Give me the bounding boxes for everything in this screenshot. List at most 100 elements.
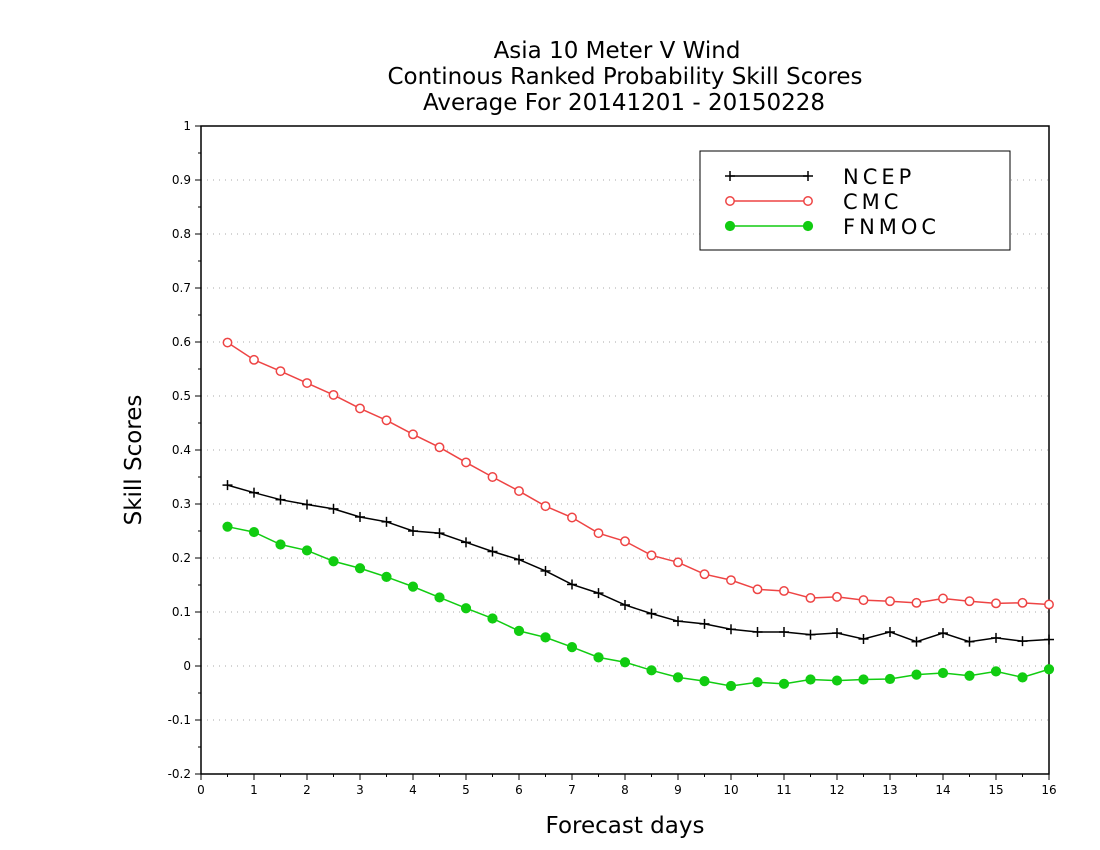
- series-cmc: [222, 337, 1054, 610]
- data-point-cmc-19: [726, 575, 736, 586]
- y-tick-label-11: 0.9: [172, 173, 191, 187]
- x-tick-label-2: 2: [303, 783, 311, 797]
- legend-marker-end-fnmoc: [802, 220, 814, 232]
- x-tick-label-6: 6: [515, 783, 523, 797]
- data-point-fnmoc-30: [1017, 672, 1028, 683]
- data-point-ncep-27: [938, 628, 948, 639]
- x-tick-label-8: 8: [621, 783, 629, 797]
- data-point-fnmoc-17: [672, 672, 684, 683]
- data-point-ncep-26: [911, 636, 922, 647]
- x-tick-label-11: 11: [776, 783, 791, 797]
- x-tick-label-1: 1: [250, 783, 258, 797]
- data-point-cmc-11: [514, 486, 524, 496]
- data-point-ncep-7: [408, 526, 418, 536]
- data-point-ncep-5: [355, 511, 365, 522]
- data-point-ncep-2: [275, 494, 286, 505]
- x-tick-label-16: 16: [1041, 783, 1056, 797]
- data-point-fnmoc-7: [407, 581, 419, 592]
- series-line-ncep: [227, 484, 1050, 643]
- data-point-ncep-14: [593, 588, 604, 599]
- data-point-fnmoc-15: [619, 657, 631, 668]
- data-point-cmc-17: [673, 557, 683, 568]
- data-point-fnmoc-23: [831, 675, 843, 686]
- data-point-cmc-31: [1044, 599, 1054, 610]
- data-point-fnmoc-5: [354, 563, 366, 574]
- x-tick-label-9: 9: [674, 783, 682, 797]
- data-point-ncep-20: [752, 626, 763, 637]
- data-point-cmc-30: [1017, 597, 1028, 608]
- data-point-fnmoc-1: [248, 526, 260, 538]
- legend-entry-cmc: CMC: [725, 190, 902, 214]
- data-point-ncep-8: [434, 528, 445, 539]
- data-point-ncep-22: [805, 629, 816, 640]
- data-point-cmc-22: [805, 593, 816, 603]
- legend-entry-ncep: NCEP: [725, 165, 915, 189]
- data-point-fnmoc-31: [1043, 664, 1055, 675]
- data-point-fnmoc-14: [593, 652, 604, 663]
- data-point-ncep-29: [991, 632, 1001, 643]
- y-tick-label-0: -0.2: [168, 767, 191, 781]
- data-point-fnmoc-25: [884, 673, 896, 685]
- data-point-fnmoc-16: [646, 665, 657, 676]
- data-point-ncep-10: [487, 546, 498, 557]
- data-point-cmc-29: [991, 598, 1001, 609]
- legend-marker-end-ncep: [803, 171, 813, 181]
- y-tick-label-10: 0.8: [172, 227, 191, 241]
- x-tick-label-13: 13: [882, 783, 897, 797]
- data-point-fnmoc-19: [725, 680, 737, 692]
- data-point-cmc-9: [461, 457, 471, 468]
- chart-title-line-1: Asia 10 Meter V Wind: [494, 38, 741, 64]
- data-point-fnmoc-12: [540, 632, 551, 643]
- data-point-cmc-18: [699, 569, 710, 580]
- data-point-cmc-3: [302, 378, 312, 388]
- data-point-ncep-16: [646, 608, 657, 619]
- data-point-ncep-12: [540, 565, 551, 576]
- data-point-cmc-23: [832, 591, 842, 602]
- data-point-fnmoc-26: [911, 669, 922, 680]
- data-point-ncep-0: [222, 480, 233, 491]
- data-point-ncep-23: [832, 628, 842, 639]
- legend-marker-start-ncep: [725, 171, 735, 181]
- data-point-fnmoc-6: [381, 571, 392, 583]
- y-tick-label-7: 0.5: [172, 389, 191, 403]
- data-point-cmc-15: [620, 536, 630, 547]
- legend-marker-end-cmc: [803, 196, 813, 206]
- data-point-ncep-30: [1017, 636, 1028, 647]
- data-point-fnmoc-22: [805, 674, 816, 685]
- series-lines: [222, 337, 1055, 692]
- y-axis-label: Skill Scores: [121, 395, 147, 526]
- chart-title-line-3: Average For 20141201 - 20150228: [423, 90, 825, 116]
- legend-label-cmc: CMC: [843, 190, 902, 214]
- data-point-fnmoc-2: [275, 539, 286, 550]
- x-tick-label-7: 7: [568, 783, 576, 797]
- data-point-cmc-21: [779, 585, 789, 596]
- data-point-cmc-5: [355, 403, 365, 414]
- data-point-fnmoc-4: [328, 556, 339, 567]
- y-tick-label-6: 0.4: [172, 443, 191, 457]
- y-tick-label-3: 0.1: [172, 605, 191, 619]
- data-point-fnmoc-28: [964, 670, 975, 681]
- y-tick-label-2: 0: [183, 659, 191, 673]
- data-point-fnmoc-13: [566, 642, 578, 653]
- data-point-ncep-17: [673, 616, 683, 627]
- legend-label-fnmoc: FNMOC: [843, 215, 940, 239]
- data-point-fnmoc-29: [990, 666, 1002, 677]
- data-point-ncep-24: [858, 634, 869, 644]
- y-tick-label-12: 1: [183, 119, 191, 133]
- data-point-cmc-27: [938, 593, 948, 604]
- data-point-fnmoc-21: [778, 678, 790, 689]
- data-point-cmc-6: [381, 415, 392, 426]
- data-point-cmc-0: [222, 337, 233, 348]
- data-point-ncep-4: [328, 503, 339, 514]
- x-axis-label: Forecast days: [546, 813, 705, 839]
- data-point-fnmoc-3: [301, 545, 313, 556]
- series-ncep: [222, 480, 1054, 647]
- legend-label-ncep: NCEP: [843, 165, 915, 189]
- chart-title-line-2: Continous Ranked Probability Skill Score…: [387, 64, 862, 90]
- data-point-fnmoc-18: [699, 676, 710, 687]
- chart-title: Asia 10 Meter V Wind Continous Ranked Pr…: [387, 38, 862, 116]
- data-point-cmc-13: [567, 512, 577, 523]
- data-point-cmc-24: [858, 595, 869, 606]
